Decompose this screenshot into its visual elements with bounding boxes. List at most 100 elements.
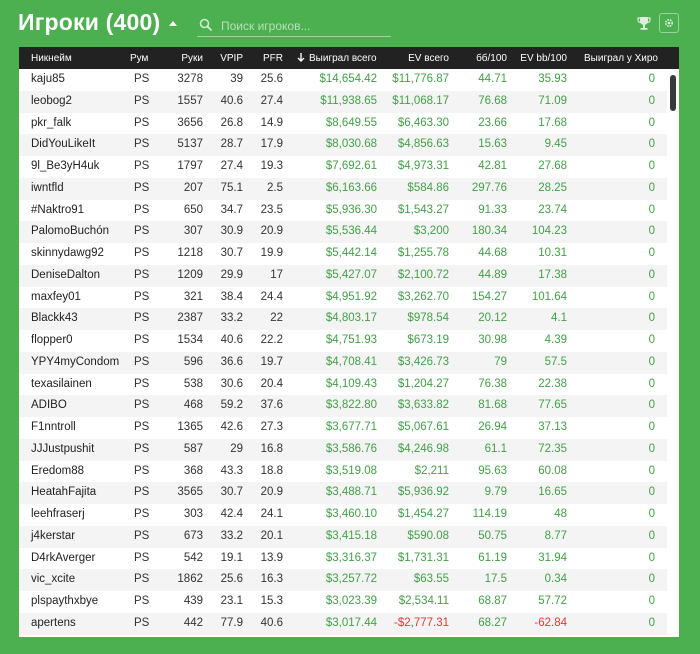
cell-hands: 650 <box>183 203 203 216</box>
cell-nick[interactable]: HeatahFajita <box>31 486 97 499</box>
table-row[interactable]: Eredom88 PS 368 43.3 18.8 $3,519.08 $2,211 95.6… <box>19 461 667 483</box>
cell-won: $8,030.68 <box>325 138 377 151</box>
cell-pfr: 20.9 <box>260 486 283 499</box>
cell-vpip: 42.6 <box>220 421 243 433</box>
cell-nick[interactable]: #Naktro91 <box>31 203 85 216</box>
caret-up-icon[interactable] <box>169 21 177 26</box>
table-row[interactable]: apertens PS 442 77.9 40.6 $3,017.44 -$2,777.31… <box>19 612 667 635</box>
cell-nick[interactable]: DeniseDalton <box>31 268 101 281</box>
cell-nick[interactable]: skinnydawg92 <box>31 247 104 259</box>
cell-nick[interactable]: maxfey01 <box>31 290 81 303</box>
cell-won: $3,316.37 <box>325 551 377 564</box>
table-row[interactable]: pkr_falk PS 3656 26.8 14.9 $8,649.55 $6,463.30… <box>19 113 667 135</box>
table-row[interactable]: F1nntroll PS 1365 42.6 27.3 $3,677.71 $5,067.6… <box>19 417 667 439</box>
cell-nick[interactable]: leehfraserj <box>31 508 85 520</box>
cell-vpip: 34.7 <box>220 203 243 216</box>
table-row[interactable]: YPY4myCondom PS 596 36.6 19.7 $4,708.41 $3,426… <box>19 351 667 374</box>
table-row[interactable]: #Naktro91 PS 650 34.7 23.5 $5,936.30 $1,543.27… <box>19 200 667 222</box>
col-ev[interactable]: EV всего <box>408 53 449 64</box>
table-row[interactable]: j4kerstar PS 673 33.2 20.1 $3,415.18 $590.08 50… <box>19 525 667 548</box>
cell-nick[interactable]: JJJustpushit <box>31 442 95 455</box>
trophy-icon[interactable] <box>636 15 652 31</box>
cell-room: PS <box>134 290 150 303</box>
search-input[interactable] <box>221 17 389 35</box>
cell-vpip: 75.1 <box>220 181 243 194</box>
cell-nick[interactable]: Blackk43 <box>31 312 78 325</box>
table-row[interactable]: vic_xcite PS 1862 25.6 16.3 $3,257.72 $63.55 17… <box>19 569 667 591</box>
scrollbar[interactable] <box>669 69 679 637</box>
cell-bb100: 68.87 <box>478 595 507 607</box>
cell-bb100: 68.27 <box>478 616 507 629</box>
table-row[interactable]: flopper0 PS 1534 40.6 22.2 $4,751.93 $673.19 30… <box>19 330 667 352</box>
table-row[interactable]: HeatahFajita PS 3565 30.7 20.9 $3,488.71 $5,93… <box>19 482 667 504</box>
table-row[interactable]: leobog2 PS 1557 40.6 27.4 $11,938.65 $11,068.1… <box>19 90 667 113</box>
gear-icon <box>664 18 674 28</box>
col-won[interactable]: Выиграл всего <box>297 53 377 64</box>
table-row[interactable]: DeniseDalton PS 1209 29.9 17 $5,427.07 $2,100.… <box>19 264 667 287</box>
cell-bb100: 42.81 <box>478 160 507 172</box>
cell-pfr: 17 <box>270 268 283 281</box>
cell-ev: $590.08 <box>407 529 449 542</box>
cell-nick[interactable]: DidYouLikeIt <box>31 138 96 151</box>
col-room[interactable]: Рум <box>130 53 149 64</box>
col-vpip[interactable]: VPIP <box>220 53 243 64</box>
table-row[interactable]: texasilainen PS 538 30.6 20.4 $4,109.43 $1,204… <box>19 374 667 396</box>
cell-evbb: 37.13 <box>538 421 567 433</box>
table-row[interactable]: kaju85 PS 3278 39 25.6 $14,654.42 $11,776.87 44… <box>19 69 667 91</box>
table-row[interactable]: PalomoBuchón PS 307 30.9 20.9 $5,536.44 $3,200… <box>19 221 667 243</box>
table-row[interactable]: plspaythxbye PS 439 23.1 15.3 $3,023.39 $2,534… <box>19 591 667 613</box>
col-bb100[interactable]: бб/100 <box>476 53 507 64</box>
cell-nick[interactable]: F1nntroll <box>31 421 76 433</box>
table-row[interactable]: ADIBO PS 468 59.2 37.6 $3,822.80 $3,633.82 81.6… <box>19 395 667 417</box>
cell-pfr: 27.4 <box>260 94 283 107</box>
col-pfr[interactable]: PFR <box>263 53 283 64</box>
col-nick[interactable]: Никнейм <box>31 53 72 64</box>
cell-nick[interactable]: kaju85 <box>31 73 65 85</box>
cell-won: $7,692.61 <box>325 160 377 172</box>
cell-nick[interactable]: Eredom88 <box>31 464 85 477</box>
cell-nick[interactable]: YPY4myCondom <box>31 355 120 368</box>
cell-nick[interactable]: apertens <box>31 616 76 629</box>
table-body: kaju85 PS 3278 39 25.6 $14,654.42 $11,776.87 44… <box>19 69 667 637</box>
settings-button[interactable] <box>659 13 679 33</box>
cell-vpip: 25.6 <box>220 573 243 586</box>
cell-nick[interactable]: 9l_Be3yH4uk <box>31 160 100 172</box>
cell-nick[interactable]: iwntfld <box>31 181 64 194</box>
cell-nick[interactable]: pkr_falk <box>31 116 72 129</box>
table-row[interactable]: JJJustpushit PS 587 29 16.8 $3,586.76 $4,246.9… <box>19 438 667 461</box>
cell-hands: 307 <box>183 225 203 238</box>
cell-nick[interactable]: PalomoBuchón <box>31 225 109 238</box>
col-hands[interactable]: Руки <box>181 53 203 64</box>
cell-won: $5,442.14 <box>325 247 377 259</box>
cell-bb100: 9.79 <box>484 486 507 499</box>
cell-nick[interactable]: texasilainen <box>31 377 92 390</box>
cell-won: $3,822.80 <box>325 399 377 412</box>
cell-nick[interactable]: D4rkAverger <box>31 551 96 564</box>
cell-evbb: 9.45 <box>544 138 567 151</box>
col-hero[interactable]: Выиграл у Хиро <box>584 53 658 64</box>
table-row[interactable]: skinnydawg92 PS 1218 30.7 19.9 $5,442.14 $1,25… <box>19 243 667 265</box>
table-row[interactable]: maxfey01 PS 321 38.4 24.4 $4,951.92 $3,262.70 1… <box>19 287 667 309</box>
table-row[interactable]: Blackk43 PS 2387 33.2 22 $4,803.17 $978.54 20.1… <box>19 308 667 330</box>
cell-bb100: 297.76 <box>471 181 507 194</box>
cell-nick[interactable]: j4kerstar <box>31 529 76 542</box>
search-icon <box>199 18 213 32</box>
cell-hands: 1209 <box>177 268 203 281</box>
cell-pfr: 2.5 <box>267 181 283 194</box>
scrollbar-thumb[interactable] <box>670 75 676 111</box>
cell-nick[interactable]: vic_xcite <box>31 573 76 586</box>
cell-bb100: 76.38 <box>478 377 507 390</box>
cell-hands: 368 <box>183 464 203 477</box>
table-row[interactable]: DidYouLikeIt PS 5137 28.7 17.9 $8,030.68 $4,85… <box>19 134 667 156</box>
table-row[interactable]: D4rkAverger PS 542 19.1 13.9 $3,316.37 $1,731.… <box>19 548 667 570</box>
table-row[interactable]: leehfraserj PS 303 42.4 24.1 $3,460.10 $1,454.… <box>19 504 667 526</box>
cell-nick[interactable]: flopper0 <box>31 334 73 346</box>
player-search[interactable] <box>197 16 391 37</box>
table-row[interactable]: 9l_Be3yH4uk PS 1797 27.4 19.3 $7,692.61 $4,973… <box>19 156 667 178</box>
cell-ev: $63.55 <box>413 573 449 586</box>
cell-nick[interactable]: ADIBO <box>31 399 67 412</box>
col-evbb[interactable]: EV bb/100 <box>520 53 567 64</box>
cell-nick[interactable]: leobog2 <box>31 94 72 107</box>
cell-nick[interactable]: plspaythxbye <box>31 595 99 607</box>
table-row[interactable]: iwntfld PS 207 75.1 2.5 $6,163.66 $584.86 297.7… <box>19 177 667 200</box>
